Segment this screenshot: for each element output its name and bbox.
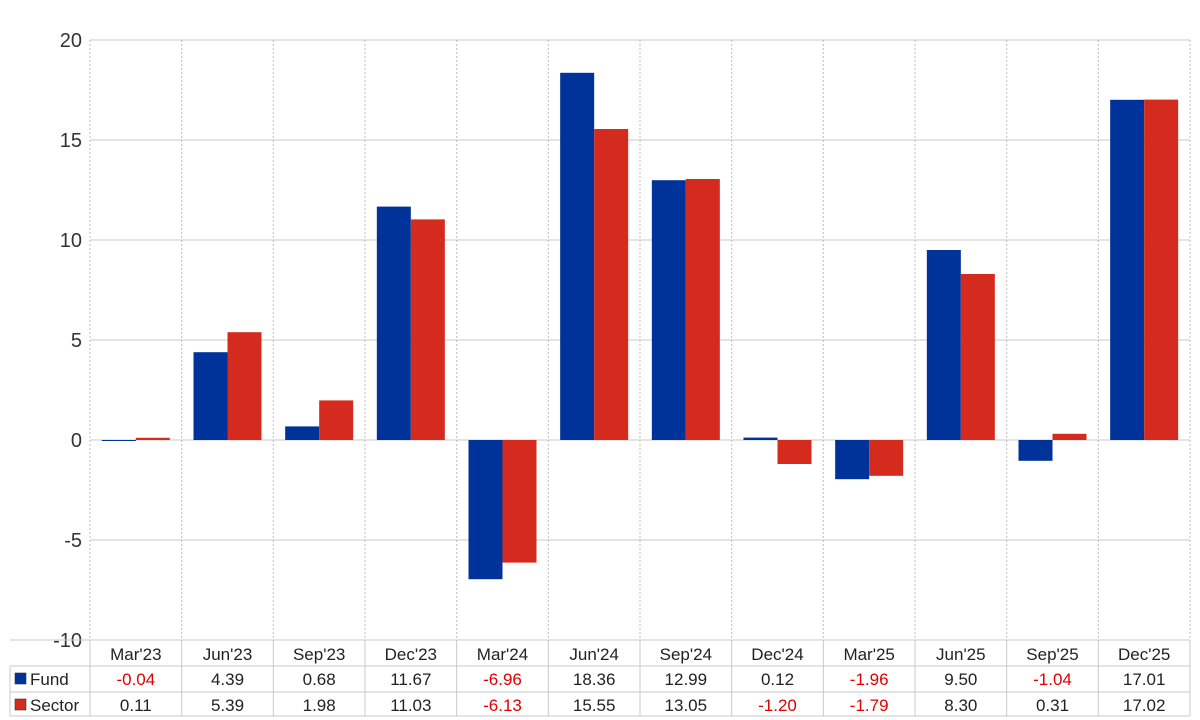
x-tick-label: Jun'24 (569, 645, 619, 664)
bar-fund-2 (285, 426, 320, 440)
data-label-fund: 12.99 (665, 670, 708, 689)
bar-sector-2 (319, 400, 354, 440)
y-tick-label: 5 (71, 330, 82, 352)
data-label-sector: 0.31 (1036, 696, 1069, 715)
data-label-fund: 0.68 (303, 670, 336, 689)
y-tick-label: 15 (60, 130, 82, 152)
y-tick-label: 10 (60, 230, 82, 252)
y-tick-label: 20 (60, 30, 82, 52)
grid-lines (89, 39, 1191, 641)
data-label-sector: 15.55 (573, 696, 616, 715)
data-label-fund: 4.39 (211, 670, 244, 689)
y-axis: 20 15 10 5 0 -5 -10 (53, 30, 82, 652)
bar-sector-6 (685, 179, 720, 440)
x-tick-label: Dec'25 (1118, 645, 1170, 664)
legend-swatch-fund (14, 672, 27, 685)
y-tick-label: -5 (64, 530, 82, 552)
data-label-fund: -0.04 (116, 670, 155, 689)
x-tick-label: Jun'25 (936, 645, 986, 664)
bar-fund-7 (743, 437, 778, 440)
data-label-fund: 11.67 (390, 670, 431, 689)
bar-fund-4 (468, 440, 503, 580)
data-label-fund: -1.04 (1033, 670, 1072, 689)
bar-sector-5 (594, 129, 629, 440)
bar-sector-0 (135, 437, 170, 440)
bar-fund-8 (835, 440, 870, 480)
bar-sector-8 (869, 440, 904, 476)
data-label-sector: -1.20 (758, 696, 797, 715)
x-tick-label: Mar'25 (843, 645, 894, 664)
x-tick-label: Sep'24 (660, 645, 712, 664)
bar-sector-10 (1052, 433, 1087, 440)
bar-fund-11 (1110, 99, 1145, 441)
bar-sector-1 (227, 332, 262, 440)
bar-sector-3 (410, 219, 445, 440)
bar-fund-3 (376, 206, 411, 440)
x-tick-label: Dec'24 (751, 645, 803, 664)
bar-sector-9 (960, 274, 995, 440)
legend-label-fund: Fund (30, 670, 69, 689)
data-label-fund: 18.36 (573, 670, 616, 689)
data-label-sector: 1.98 (303, 696, 336, 715)
data-label-sector: 5.39 (211, 696, 244, 715)
bar-sector-11 (1144, 99, 1179, 440)
data-label-fund: -1.96 (850, 670, 889, 689)
x-tick-label: Sep'23 (293, 645, 345, 664)
x-tick-label: Sep'25 (1026, 645, 1078, 664)
y-tick-label: 0 (71, 430, 82, 452)
bar-sector-7 (777, 440, 812, 464)
x-tick-label: Jun'23 (203, 645, 253, 664)
data-table: Mar'23 Jun'23 Sep'23 Dec'23 Mar'24 Jun'24 Sep'… (9, 639, 1191, 717)
x-tick-label: Dec'23 (385, 645, 437, 664)
data-label-sector: 11.03 (390, 696, 431, 715)
data-label-sector: 13.05 (665, 696, 708, 715)
bar-fund-0 (101, 440, 136, 441)
y-tick-label: -10 (53, 630, 82, 652)
bar-fund-10 (1018, 440, 1053, 461)
bar-sector-4 (502, 440, 537, 563)
legend-swatch-sector (14, 698, 27, 711)
bars (101, 72, 1179, 580)
data-label-fund: -6.96 (483, 670, 522, 689)
x-tick-label: Mar'24 (477, 645, 528, 664)
data-label-fund: 17.01 (1123, 670, 1166, 689)
data-label-fund: 9.50 (944, 670, 977, 689)
data-label-sector: 17.02 (1123, 696, 1166, 715)
data-label-sector: -1.79 (850, 696, 889, 715)
bar-fund-1 (193, 352, 228, 440)
bar-fund-9 (926, 250, 961, 440)
bar-fund-5 (560, 72, 595, 441)
x-tick-label: Mar'23 (110, 645, 161, 664)
bar-fund-6 (651, 180, 686, 440)
data-label-fund: 0.12 (761, 670, 794, 689)
data-label-sector: -6.13 (483, 696, 522, 715)
legend-label-sector: Sector (30, 696, 79, 715)
data-label-sector: 0.11 (120, 696, 152, 715)
data-label-sector: 8.30 (944, 696, 977, 715)
